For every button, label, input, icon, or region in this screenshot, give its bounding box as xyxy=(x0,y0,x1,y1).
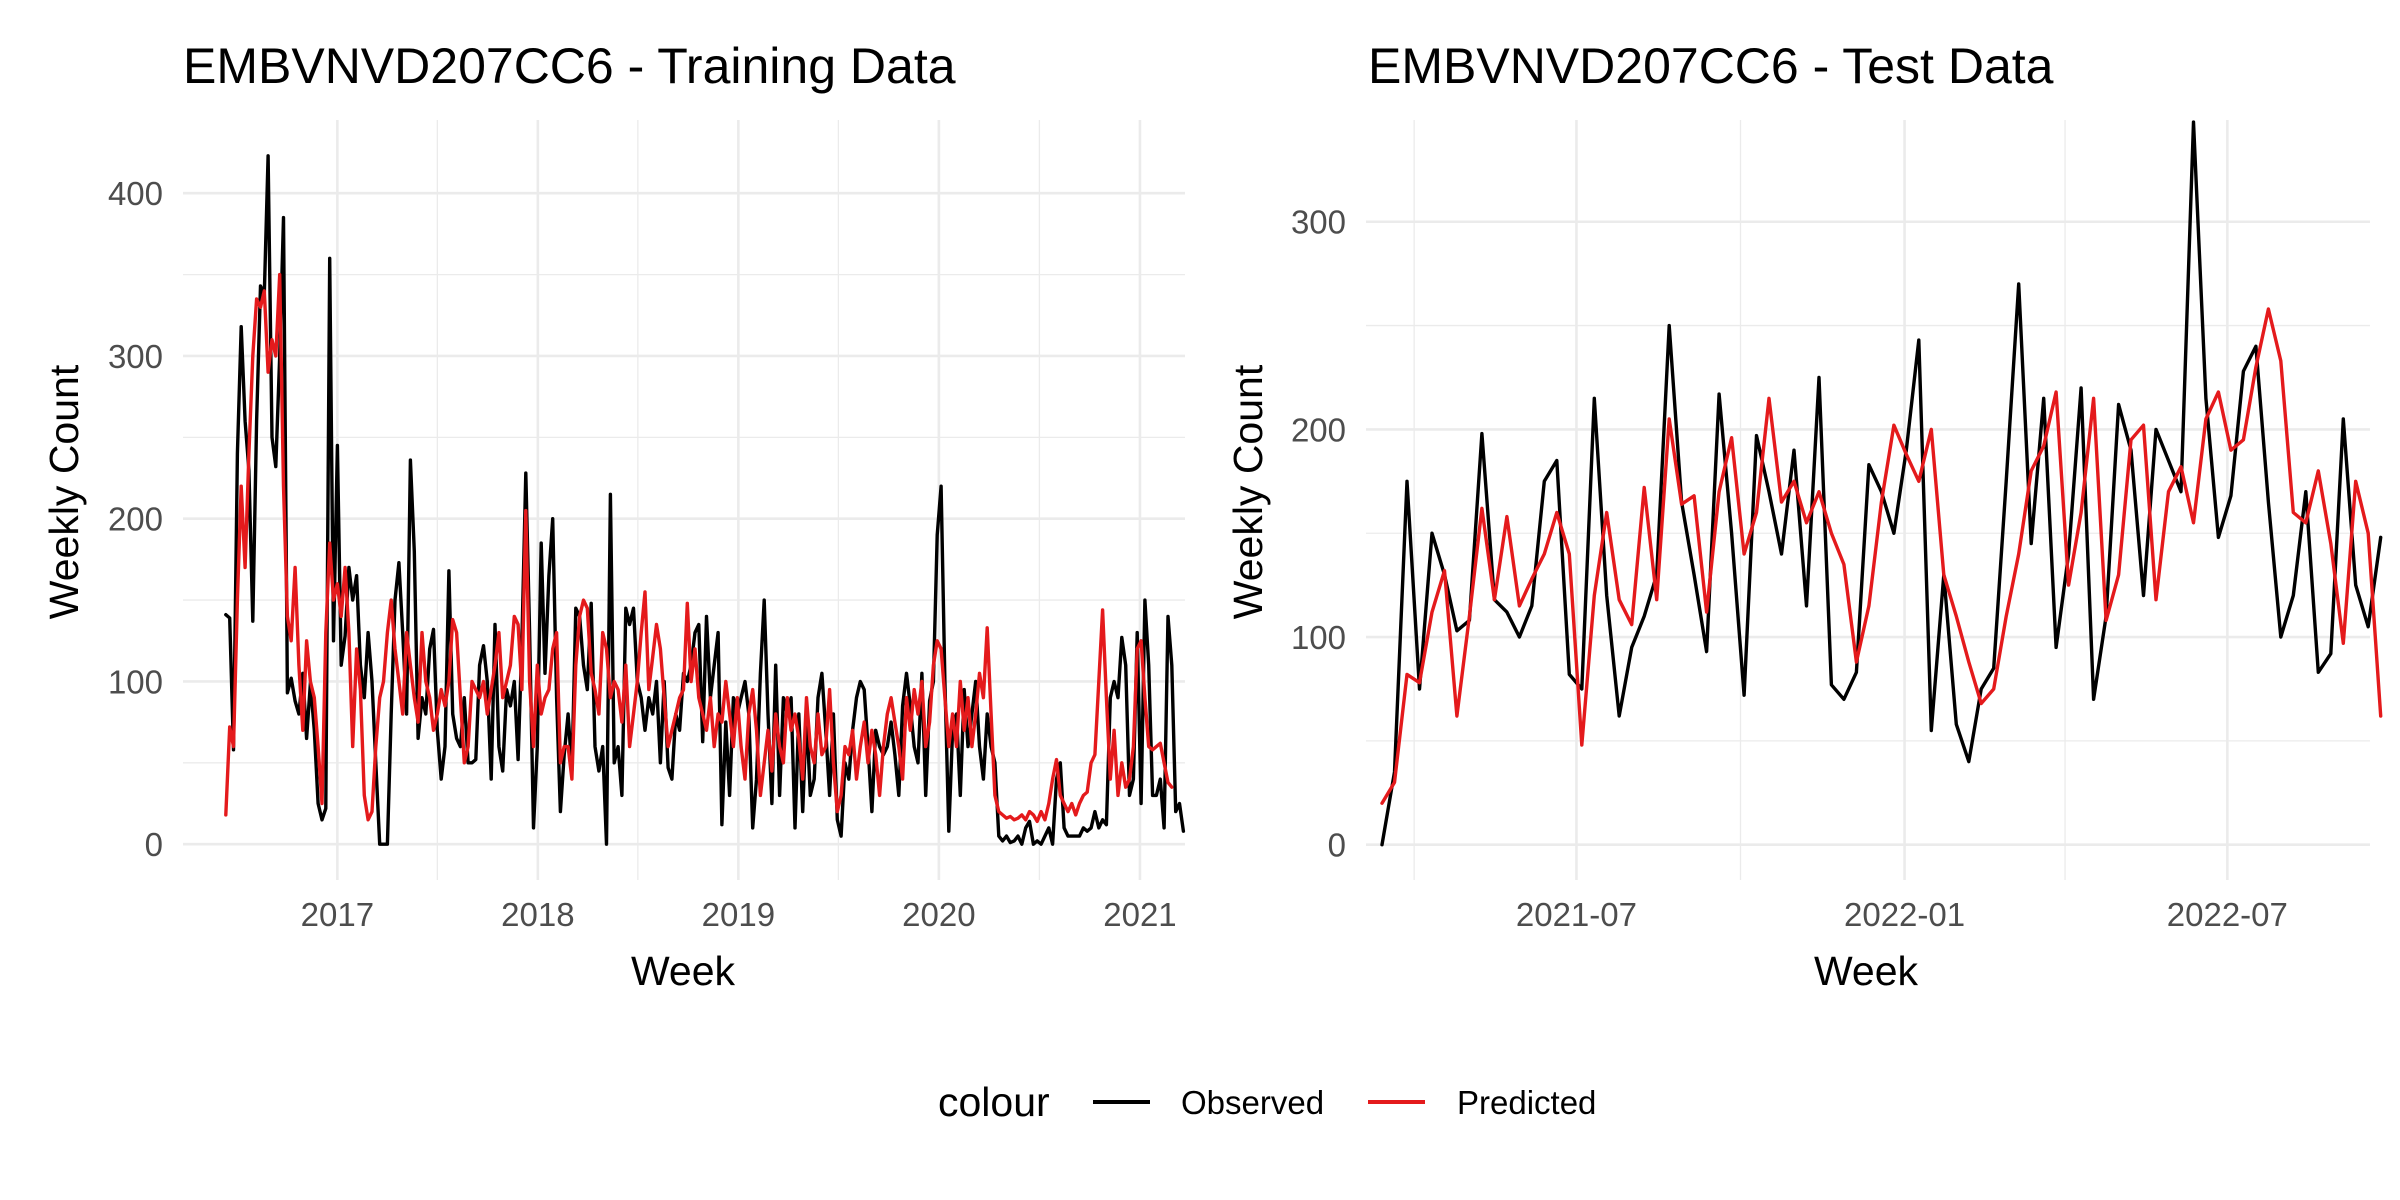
legend: colour Observed Predicted xyxy=(938,1079,1596,1125)
test-ticks: 0 100 200 300 2021-07 2022-01 2022-07 xyxy=(1291,204,2288,933)
test-y-tick-label: 100 xyxy=(1291,619,1346,656)
test-x-tick-label: 2022-01 xyxy=(1844,896,1965,933)
test-y-tick-label: 0 xyxy=(1328,827,1346,864)
training-y-tick-label: 100 xyxy=(108,663,163,700)
test-x-axis-title: Week xyxy=(1814,948,1919,994)
training-x-tick-label: 2019 xyxy=(702,896,775,933)
training-y-tick-label: 0 xyxy=(145,826,163,863)
training-observed-line xyxy=(224,154,1186,846)
test-lines xyxy=(1380,120,2383,847)
test-chart-title: EMBVNVD207CC6 - Test Data xyxy=(1368,38,2054,94)
training-x-tick-label: 2021 xyxy=(1103,896,1176,933)
test-predicted-line xyxy=(1380,307,2383,805)
training-lines xyxy=(224,154,1186,846)
training-x-tick-label: 2020 xyxy=(902,896,975,933)
test-chart: 0 100 200 300 2021-07 2022-01 2022-07 EMBVNVD2… xyxy=(1225,38,2383,994)
test-observed-line xyxy=(1380,120,2383,847)
test-grid xyxy=(1366,120,2370,880)
test-x-tick-label: 2021-07 xyxy=(1516,896,1637,933)
test-x-tick-label: 2022-07 xyxy=(2167,896,2288,933)
test-y-tick-label: 300 xyxy=(1291,204,1346,241)
training-y-tick-label: 200 xyxy=(108,501,163,538)
training-y-tick-label: 300 xyxy=(108,338,163,375)
legend-label-predicted: Predicted xyxy=(1457,1084,1596,1121)
training-y-tick-label: 400 xyxy=(108,175,163,212)
training-ticks: 0 100 200 300 400 2017 2018 2019 2020 2021 xyxy=(108,175,1177,933)
training-chart-title: EMBVNVD207CC6 - Training Data xyxy=(183,38,956,94)
training-chart: 0 100 200 300 400 2017 2018 2019 2020 2021 EMBVNV… xyxy=(41,38,1186,994)
training-predicted-line xyxy=(224,272,1174,824)
training-x-tick-label: 2017 xyxy=(301,896,374,933)
test-y-axis-title: Weekly Count xyxy=(1225,364,1271,619)
test-y-tick-label: 200 xyxy=(1291,411,1346,448)
training-x-tick-label: 2018 xyxy=(501,896,574,933)
legend-title: colour xyxy=(938,1079,1050,1125)
training-y-axis-title: Weekly Count xyxy=(41,364,87,619)
legend-label-observed: Observed xyxy=(1181,1084,1324,1121)
training-x-axis-title: Week xyxy=(631,948,736,994)
